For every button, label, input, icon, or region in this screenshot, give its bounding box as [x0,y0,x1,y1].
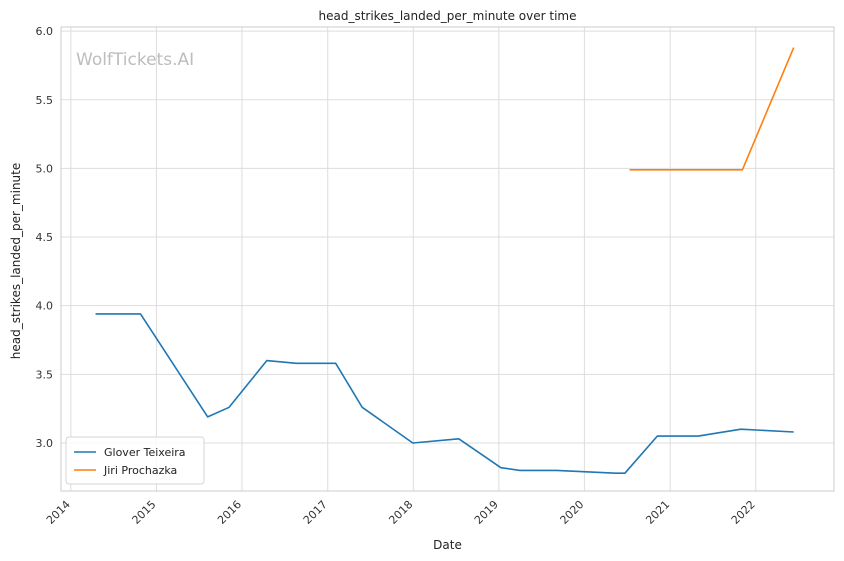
series-lines [95,47,795,475]
y-tick-label: 6.0 [36,25,54,38]
chart-title: head_strikes_landed_per_minute over time [318,9,576,23]
series-line [629,47,795,171]
y-tick-label: 3.0 [36,437,54,450]
x-tick-labels: 2014 2015 2016 2017 2018 2019 2020 2021 2022 [44,498,758,527]
series-line [95,313,794,475]
legend-box [65,436,205,485]
y-tick-label: 4.5 [36,231,54,244]
x-tick-label: 2016 [215,498,244,527]
x-axis-title: Date [433,538,462,552]
y-tick-labels: 3.0 3.5 4.0 4.5 5.0 5.5 6.0 [36,25,54,450]
y-tick-label: 4.0 [36,300,54,313]
x-tick-label: 2021 [643,498,672,527]
legend-label: Glover Teixeira [104,446,186,459]
legend: Glover Teixeira Jiri Prochazka [65,436,205,485]
y-tick-label: 5.5 [36,94,54,107]
y-axis-title: head_strikes_landed_per_minute [9,163,23,360]
y-tick-label: 3.5 [36,368,54,381]
x-tick-label: 2019 [472,498,501,527]
x-tick-label: 2020 [558,498,587,527]
watermark: WolfTickets.AI [76,50,194,70]
grid [61,27,834,491]
plot-frame [60,26,835,492]
x-tick-label: 2014 [44,498,73,527]
y-tick-label: 5.0 [36,162,54,175]
legend-label: Jiri Prochazka [103,464,177,477]
x-tick-label: 2018 [386,498,415,527]
x-tick-label: 2017 [301,498,330,527]
x-tick-label: 2022 [729,498,758,527]
x-tick-label: 2015 [130,498,159,527]
